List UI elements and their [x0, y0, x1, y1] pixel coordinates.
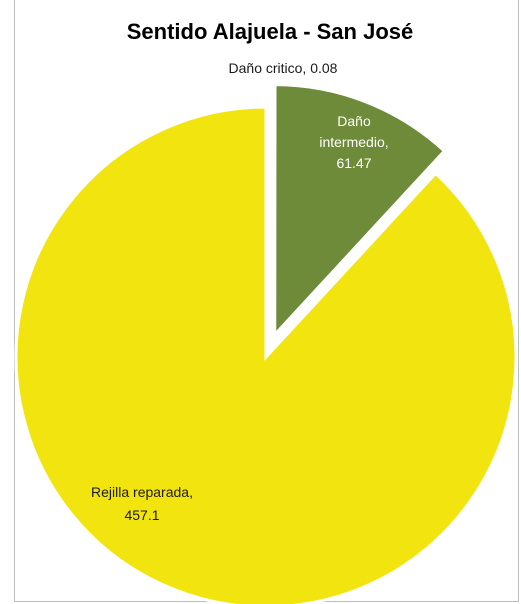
label-dano-critico: Daño critico, 0.08: [229, 60, 338, 76]
label-rejilla-reparada-line1: Rejilla reparada,: [91, 484, 193, 500]
label-rejilla-reparada-line2: 457.1: [124, 507, 159, 523]
label-dano-intermedio-line1: Daño: [337, 113, 371, 129]
pie-labels: Daño critico, 0.08 Daño intermedio, 61.4…: [91, 60, 389, 523]
page-left-margin: [0, 0, 14, 604]
slice-dano-intermedio: [273, 83, 447, 339]
label-dano-intermedio-line3: 61.47: [336, 155, 371, 171]
pie-slices: [14, 83, 518, 604]
chart-title: Sentido Alajuela - San José: [127, 19, 413, 44]
label-dano-intermedio-line2: intermedio,: [319, 134, 388, 150]
slice-rejilla-reparada: [14, 105, 518, 604]
